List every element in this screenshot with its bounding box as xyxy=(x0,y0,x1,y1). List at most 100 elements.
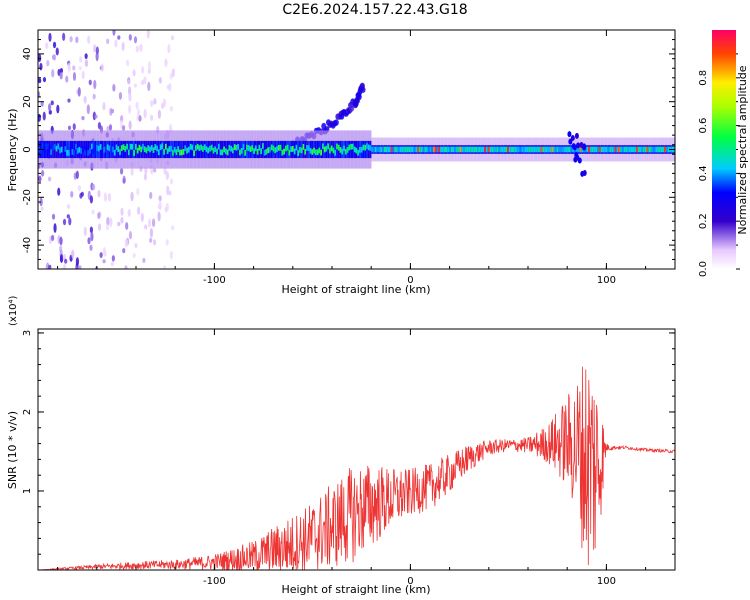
heatmap-cell xyxy=(191,144,194,151)
heatmap-cell xyxy=(51,234,55,242)
heatmap-cell xyxy=(320,140,323,159)
heatmap-cell xyxy=(39,62,43,71)
heatmap-cell xyxy=(551,146,554,153)
heatmap-cell xyxy=(235,144,238,151)
heatmap-cell xyxy=(126,140,128,159)
heatmap-cell xyxy=(593,146,596,153)
heatmap-cell xyxy=(489,146,492,153)
heatmap-cell xyxy=(89,195,93,204)
heatmap-cell xyxy=(284,145,287,152)
heatmap-cell xyxy=(376,146,379,153)
heatmap-cell xyxy=(567,131,572,138)
heatmap-cell xyxy=(129,143,132,150)
x-tick-label: 0 xyxy=(407,275,413,286)
heatmap-cell xyxy=(270,144,273,151)
heatmap-cell xyxy=(56,104,60,114)
heatmap-cell xyxy=(219,149,222,156)
heatmap-cell xyxy=(57,140,60,159)
heatmap-cell xyxy=(237,143,240,150)
heatmap-cell xyxy=(138,144,141,151)
heatmap-cell xyxy=(97,189,101,198)
heatmap-cell xyxy=(450,146,453,153)
heatmap-cell xyxy=(158,201,162,211)
heatmap-cell xyxy=(327,143,330,150)
heatmap-cell xyxy=(288,140,291,159)
heatmap-cell xyxy=(449,146,451,153)
heatmap-cell xyxy=(102,246,107,257)
heatmap-cell xyxy=(440,146,442,153)
heatmap-cell xyxy=(99,144,102,150)
heatmap-cell xyxy=(558,146,561,153)
heatmap-cell xyxy=(122,144,125,150)
heatmap-cell xyxy=(367,144,370,151)
heatmap-cell xyxy=(189,143,192,150)
heatmap-cell xyxy=(263,149,266,156)
heatmap-cell xyxy=(565,146,568,153)
heatmap-cell xyxy=(170,145,173,152)
heatmap-cell xyxy=(132,69,136,77)
heatmap-cell xyxy=(362,144,365,151)
heatmap-cell xyxy=(55,47,59,56)
heatmap-cell xyxy=(230,145,233,152)
heatmap-cell xyxy=(147,81,151,92)
heatmap-cell xyxy=(108,145,111,152)
heatmap-cell xyxy=(87,237,91,245)
heatmap-cell xyxy=(40,101,44,107)
heatmap-cell xyxy=(357,140,360,159)
heatmap-cell xyxy=(90,140,93,159)
heatmap-cell xyxy=(169,178,174,185)
heatmap-cell xyxy=(498,146,501,153)
heatmap-cell xyxy=(179,149,181,156)
heatmap-cell xyxy=(445,146,448,153)
heatmap-cell xyxy=(385,146,388,153)
heatmap-cell xyxy=(135,45,139,53)
heatmap-cell xyxy=(78,146,81,153)
heatmap-cell xyxy=(149,227,154,238)
heatmap-cell xyxy=(637,146,640,153)
heatmap-cell xyxy=(41,143,44,149)
heatmap-cell xyxy=(122,247,126,254)
heatmap-cell xyxy=(258,144,261,151)
snr-frame xyxy=(37,328,676,571)
heatmap-cell xyxy=(194,145,197,151)
heatmap-cell xyxy=(143,146,146,153)
heatmap-cell xyxy=(454,146,457,153)
heatmap-cell xyxy=(57,143,60,150)
heatmap-cell xyxy=(67,140,70,159)
heatmap-cell xyxy=(337,144,340,151)
heatmap-cell xyxy=(209,145,211,152)
heatmap-cell xyxy=(588,146,591,153)
heatmap-cell xyxy=(628,146,631,153)
heatmap-cell xyxy=(144,224,148,230)
heatmap-cell xyxy=(75,36,79,44)
heatmap-cell xyxy=(143,173,147,181)
heatmap-cell xyxy=(163,148,166,155)
heatmap-cell xyxy=(110,146,113,153)
heatmap-cell xyxy=(493,146,495,153)
heatmap-cell xyxy=(77,87,81,97)
heatmap-cell xyxy=(152,147,155,153)
heatmap-cell xyxy=(404,146,407,153)
heatmap-cell xyxy=(378,146,381,153)
heatmap-cell xyxy=(124,265,128,269)
heatmap-cell xyxy=(570,146,573,153)
heatmap-cell xyxy=(595,146,598,153)
heatmap-cell xyxy=(73,149,76,156)
heatmap-cell xyxy=(351,143,354,150)
heatmap-cell xyxy=(646,146,649,153)
heatmap-cell xyxy=(591,146,594,153)
heatmap-cell xyxy=(644,146,647,153)
heatmap-cell xyxy=(102,259,106,264)
heatmap-cell xyxy=(66,204,71,209)
heatmap-cell xyxy=(111,255,115,262)
heatmap-cell xyxy=(93,79,97,90)
heatmap-cell xyxy=(45,42,49,50)
heatmap-cell xyxy=(126,59,130,67)
heatmap-cell xyxy=(75,143,77,150)
heatmap-cell xyxy=(128,230,133,240)
heatmap-cell xyxy=(67,125,72,131)
heatmap-cell xyxy=(244,140,247,159)
heatmap-cell xyxy=(600,146,603,153)
heatmap-cell xyxy=(447,146,450,153)
